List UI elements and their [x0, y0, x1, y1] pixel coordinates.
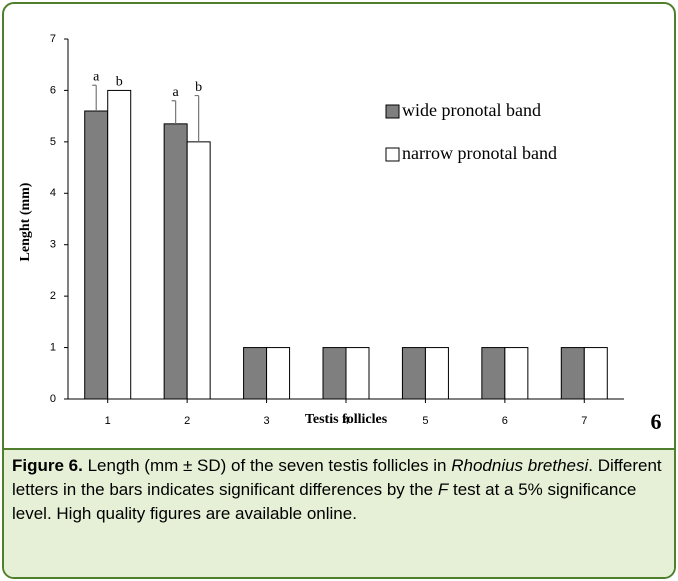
caption-text: . Different letters in the bars indicate…	[12, 456, 662, 499]
y-tick-label: 4	[50, 187, 56, 199]
bar	[322, 347, 347, 400]
caption: Figure 6. Length (mm ± SD) of the seven …	[4, 448, 674, 577]
significance-letter: a	[93, 70, 100, 85]
legend-label: narrow pronotal band	[402, 143, 557, 163]
legend-swatch	[385, 104, 400, 119]
x-tick-label: 1	[105, 415, 111, 427]
x-tick-label: 4	[343, 415, 349, 427]
y-tick-label: 2	[50, 290, 56, 302]
bar	[401, 347, 426, 400]
y-tick-label: 0	[50, 393, 56, 405]
chart: Lenght (mm) Testis follicles 6 0 1 2 3 4 5 6 7 1…	[18, 33, 662, 434]
x-tick-label: 6	[502, 415, 508, 427]
caption-text: F	[437, 480, 449, 499]
caption-text: Figure 6.	[12, 456, 83, 475]
bar	[583, 347, 608, 400]
caption-text: Length (mm ± SD) of the seven testis fol…	[82, 456, 452, 475]
caption-text: Rhodnius brethesi	[451, 456, 589, 475]
bar	[504, 347, 529, 400]
bar	[163, 123, 188, 400]
panel-number: 6	[651, 409, 662, 434]
bar	[243, 347, 268, 400]
legend-label: wide pronotal band	[402, 100, 541, 120]
bar	[107, 89, 132, 400]
y-tick-label: 6	[50, 84, 56, 96]
significance-letter: b	[116, 75, 123, 90]
x-axis-label: Testis follicles	[305, 412, 388, 427]
bar	[481, 347, 506, 400]
significance-letter: b	[195, 80, 202, 95]
legend-swatch	[385, 147, 400, 162]
x-tick-label: 5	[422, 415, 428, 427]
y-axis-label: Lenght (mm)	[18, 182, 33, 261]
bar	[266, 347, 291, 400]
significance-letter: a	[173, 85, 180, 100]
x-tick-label: 7	[581, 415, 587, 427]
bar	[560, 347, 585, 400]
bar	[345, 347, 370, 400]
x-tick-label: 2	[184, 415, 190, 427]
y-tick-label: 1	[50, 341, 56, 353]
y-tick-label: 5	[50, 136, 56, 148]
bar	[84, 110, 109, 400]
x-tick-label: 3	[264, 415, 270, 427]
caption-text: test at a 5% significance level. High qu…	[12, 480, 637, 523]
bar	[186, 141, 211, 400]
y-tick-label: 3	[50, 239, 56, 251]
bar	[424, 347, 449, 400]
y-tick-label: 7	[50, 33, 56, 45]
